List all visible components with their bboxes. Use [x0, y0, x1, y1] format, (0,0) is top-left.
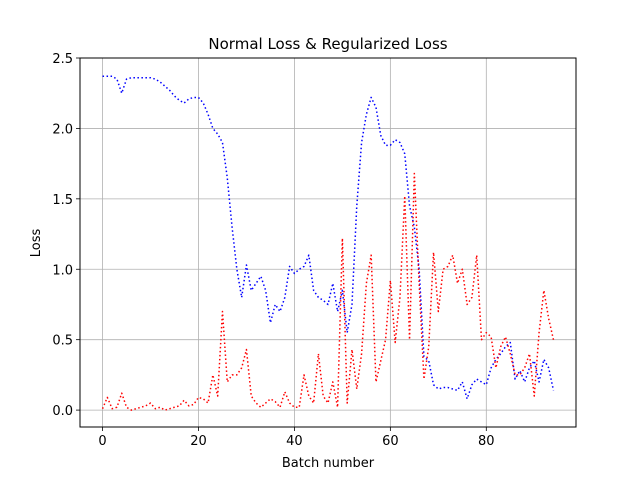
- chart-title: Normal Loss & Regularized Loss: [208, 35, 447, 53]
- x-tick-label: 0: [98, 434, 106, 449]
- y-tick-label: 2.0: [52, 122, 73, 137]
- x-axis-label: Batch number: [282, 456, 375, 471]
- x-tick-label: 80: [478, 434, 495, 449]
- x-tick-label: 40: [286, 434, 303, 449]
- x-tick-label: 20: [190, 434, 207, 449]
- y-axis-label: Loss: [29, 229, 44, 258]
- normal-loss-line: [102, 75, 555, 400]
- y-tick-label: 0.5: [52, 334, 73, 349]
- regularized-loss-line: [101, 172, 555, 411]
- y-tick-label: 1.5: [52, 193, 73, 208]
- plot-series: [101, 75, 555, 411]
- y-tick-label: 2.5: [52, 52, 73, 67]
- y-tick-label: 1.0: [52, 263, 73, 278]
- axis-ticks: 0 20 40 60 80 0.0 0.5 1.0 1.5 2.0 2.5: [52, 52, 494, 449]
- plot-frame: [79, 57, 577, 428]
- y-tick-label: 0.0: [52, 404, 73, 419]
- x-tick-label: 60: [382, 434, 399, 449]
